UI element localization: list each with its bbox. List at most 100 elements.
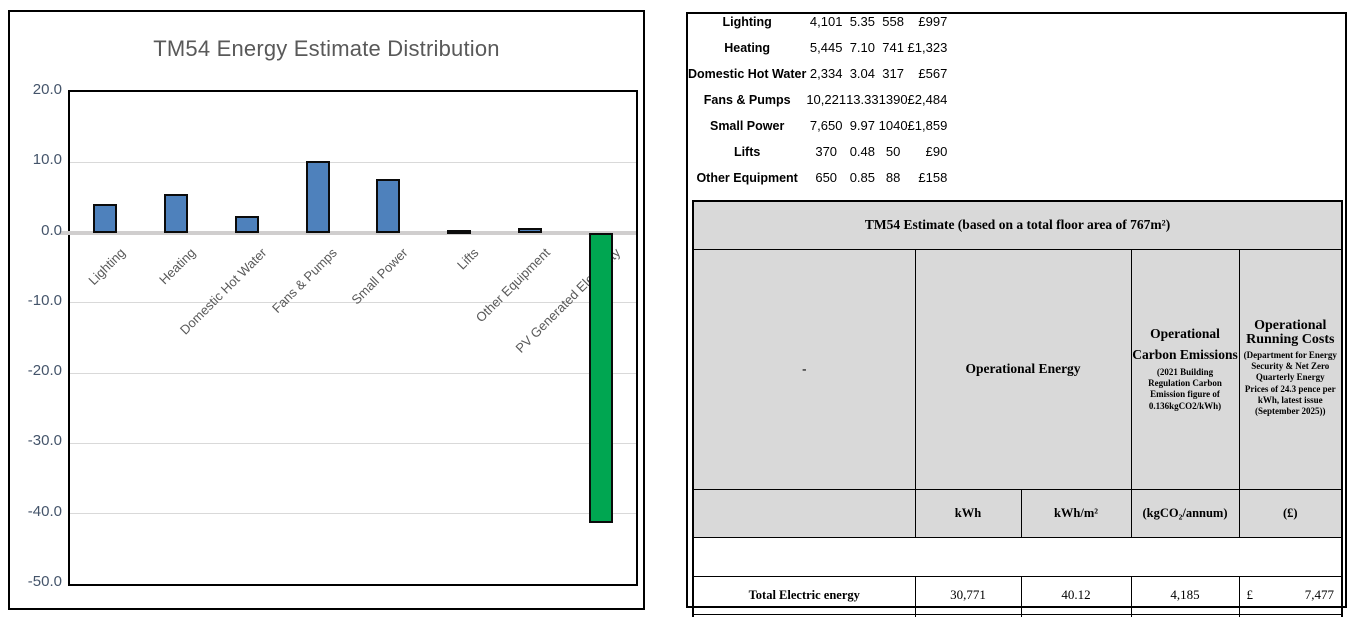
cell-carbon: 50 [885,144,901,159]
units-kwh: kWh [914,488,1022,538]
chart-panel: TM54 Energy Estimate Distribution Lighti… [8,10,645,610]
cell-label: Lighting [722,15,772,29]
tm54-table-panel: Lighting 4,101 5.35 558 £997 Heating 5,445 7.10… [686,12,1347,617]
cell-carbon: 88 [885,170,901,185]
header-costs-note: (Department for Energy Security & Net Ze… [1243,349,1337,417]
header-carbon-title: Operational Carbon Emissions [1132,326,1238,362]
bar-fans-pumps[interactable] [305,160,330,233]
units-kwh-m2: kWh/m² [1020,488,1132,538]
y-axis-tick-label: -40.0 [27,502,62,520]
table-row: Domestic Hot Water 2,334 3.04 317 £567 [688,66,954,92]
gridline [70,372,636,374]
gridline [70,302,636,304]
bar-lighting[interactable] [93,203,118,233]
total-electric-label: Total Electric energy [692,575,916,615]
header-operational-energy: Operational Energy [914,248,1132,490]
total-electric-kwh: 30,771 [914,575,1022,615]
table-row: Heating 5,445 7.10 741 £1,323 [688,40,954,66]
cell-kwh: 5,445 [809,40,843,55]
cell-label: Fans & Pumps [703,93,791,107]
cell-kwh: 2,334 [809,66,843,81]
cell-carbon: 1390 [878,92,908,107]
gridline [70,442,636,444]
category-label: Lighting [85,244,128,288]
cell-kwh: 4,101 [809,14,843,29]
y-axis-tick-label: 20.0 [32,81,62,98]
bar-heating[interactable] [164,194,189,233]
cell-kwh: 10,221 [806,92,847,107]
cell-cost: £1,859 [907,118,948,133]
category-label: Heating [156,244,199,287]
cell-kwh: 370 [815,144,838,159]
units-blank-cell [692,488,916,538]
gridline [70,513,636,515]
cell-kwh_m2: 0.85 [849,170,875,185]
category-label: Small Power [348,244,411,307]
category-label: Other Equipment [472,244,553,325]
cell-label: Domestic Hot Water [688,67,807,81]
y-axis-tick-label: 10.0 [32,151,62,169]
gridline [70,161,636,163]
cell-label: Other Equipment [696,171,798,185]
cell-label: Small Power [709,119,785,133]
header-carbon-note: (2021 Building Regulation Carbon Emissio… [1148,366,1222,411]
cell-cost: £1,323 [907,40,948,55]
cell-cost: £567 [918,66,948,81]
cell-kwh_m2: 0.48 [849,144,875,159]
header-dash: - [692,248,916,490]
cell-kwh_m2: 7.10 [849,40,875,55]
cell-cost: £2,484 [907,92,948,107]
category-label: Lifts [454,244,482,273]
y-axis-tick-label: -50.0 [27,573,62,590]
cell-cost: £158 [918,170,948,185]
cell-carbon: 558 [882,14,904,29]
zero-axis-line [60,230,636,235]
spacer-row [692,536,1343,577]
cell-label: Heating [724,41,771,55]
chart-title: TM54 Energy Estimate Distribution [153,36,500,61]
units-cost: (£) [1238,488,1343,538]
y-axis-tick-label: -30.0 [27,432,62,450]
table-row: Fans & Pumps 10,221 13.33 1390 £2,484 [688,92,954,118]
cell-cost: £997 [918,14,948,29]
cell-carbon: 741 [882,40,904,55]
header-costs-title: Operational Running Costs [1246,317,1335,348]
total-electric-row: Total Electric energy 30,771 40.12 4,185… [692,575,1343,615]
pv-generation-row: PV Generation -41,370 -53.94 -5,626 £-10… [692,613,1343,617]
bar-other-equipment[interactable] [517,228,542,233]
bar-pv-generated-electricity[interactable] [588,232,613,524]
category-label: Fans & Pumps [269,244,341,316]
cell-kwh_m2: 9.97 [849,118,875,133]
cell-kwh: 7,650 [809,118,843,133]
total-electric-carbon: 4,185 [1130,575,1240,615]
total-electric-cost: £7,477 [1238,575,1343,615]
chart-plot-area: Lighting Heating Domestic Hot Water Fans & … [60,90,638,586]
bar-small-power[interactable] [376,178,401,233]
units-carbon: (kgCO₂/annum) [1130,488,1240,538]
table-row: Lifts 370 0.48 50 £90 [688,144,954,170]
cell-carbon: 1040 [878,118,908,133]
cell-kwh: 650 [815,170,838,185]
total-electric-kwh-m2: 40.12 [1020,575,1132,615]
pv-generation-cost: £-10,053 [1238,613,1343,617]
cell-cost: £90 [925,144,948,159]
y-axis-tick-label: -20.0 [27,362,62,380]
bar-domestic-hot-water[interactable] [234,216,259,233]
header-carbon-emissions: Operational Carbon Emissions (2021 Build… [1130,248,1240,490]
currency-symbol: £ [1246,587,1254,603]
cell-kwh_m2: 5.35 [849,14,875,29]
total-electric-cost-value: 7,477 [1304,587,1335,603]
table-title: TM54 Estimate (based on a total floor ar… [692,200,1343,250]
cell-kwh_m2: 3.04 [849,66,875,81]
bar-lifts[interactable] [447,229,472,234]
table-row: Small Power 7,650 9.97 1040 £1,859 [688,118,954,144]
tm54-estimate-table: TM54 Estimate (based on a total floor ar… [692,200,1344,617]
cell-label: Lifts [733,145,761,159]
y-axis-tick-label: 0.0 [41,221,62,239]
table-row: Lighting 4,101 5.35 558 £997 [688,14,954,40]
cell-kwh_m2: 13.33 [846,92,879,107]
header-running-costs: Operational Running Costs (Department fo… [1238,248,1343,490]
cell-carbon: 317 [882,66,904,81]
table-row: Other Equipment 650 0.85 88 £158 [688,170,954,196]
y-axis-tick-label: -10.0 [27,291,62,309]
